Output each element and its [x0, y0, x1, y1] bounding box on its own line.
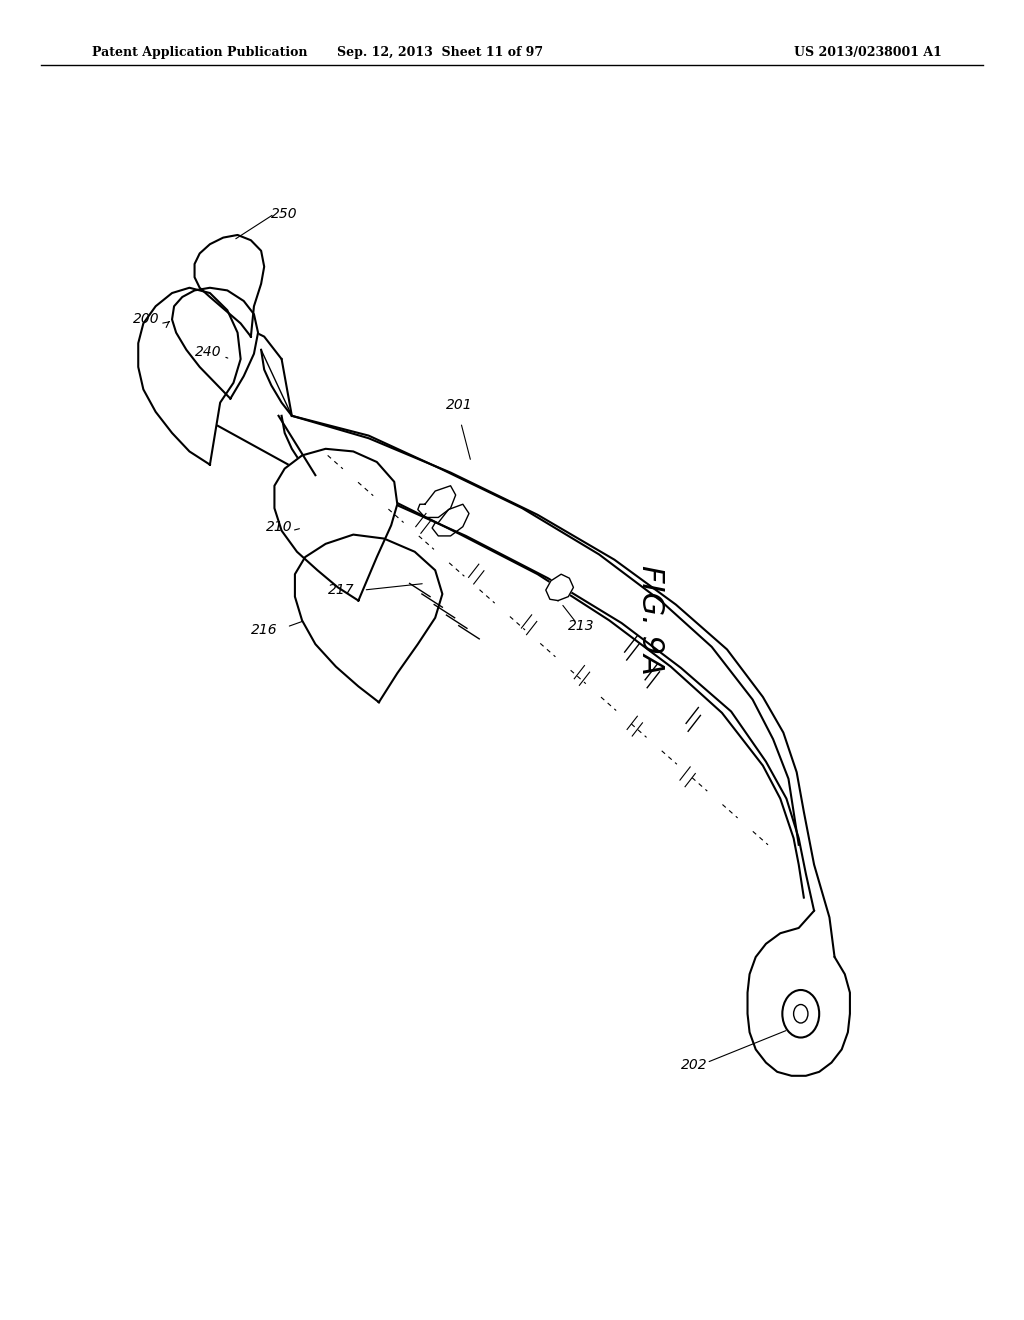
Text: Sep. 12, 2013  Sheet 11 of 97: Sep. 12, 2013 Sheet 11 of 97 [337, 46, 544, 59]
Text: 200: 200 [133, 313, 160, 326]
Polygon shape [195, 235, 264, 337]
Text: 216: 216 [251, 623, 278, 636]
Text: US 2013/0238001 A1: US 2013/0238001 A1 [795, 46, 942, 59]
Text: 240: 240 [195, 346, 221, 359]
Text: Patent Application Publication: Patent Application Publication [92, 46, 307, 59]
Polygon shape [274, 449, 397, 601]
Text: 217: 217 [328, 583, 354, 597]
Polygon shape [295, 535, 442, 702]
Text: 201: 201 [445, 399, 472, 412]
Polygon shape [546, 574, 573, 601]
Polygon shape [172, 288, 258, 399]
Text: 213: 213 [568, 619, 595, 632]
Text: 202: 202 [681, 1059, 708, 1072]
Text: FIG. 9A: FIG. 9A [636, 565, 665, 676]
Text: 210: 210 [266, 520, 293, 533]
Text: 250: 250 [271, 207, 298, 220]
Polygon shape [138, 288, 241, 465]
